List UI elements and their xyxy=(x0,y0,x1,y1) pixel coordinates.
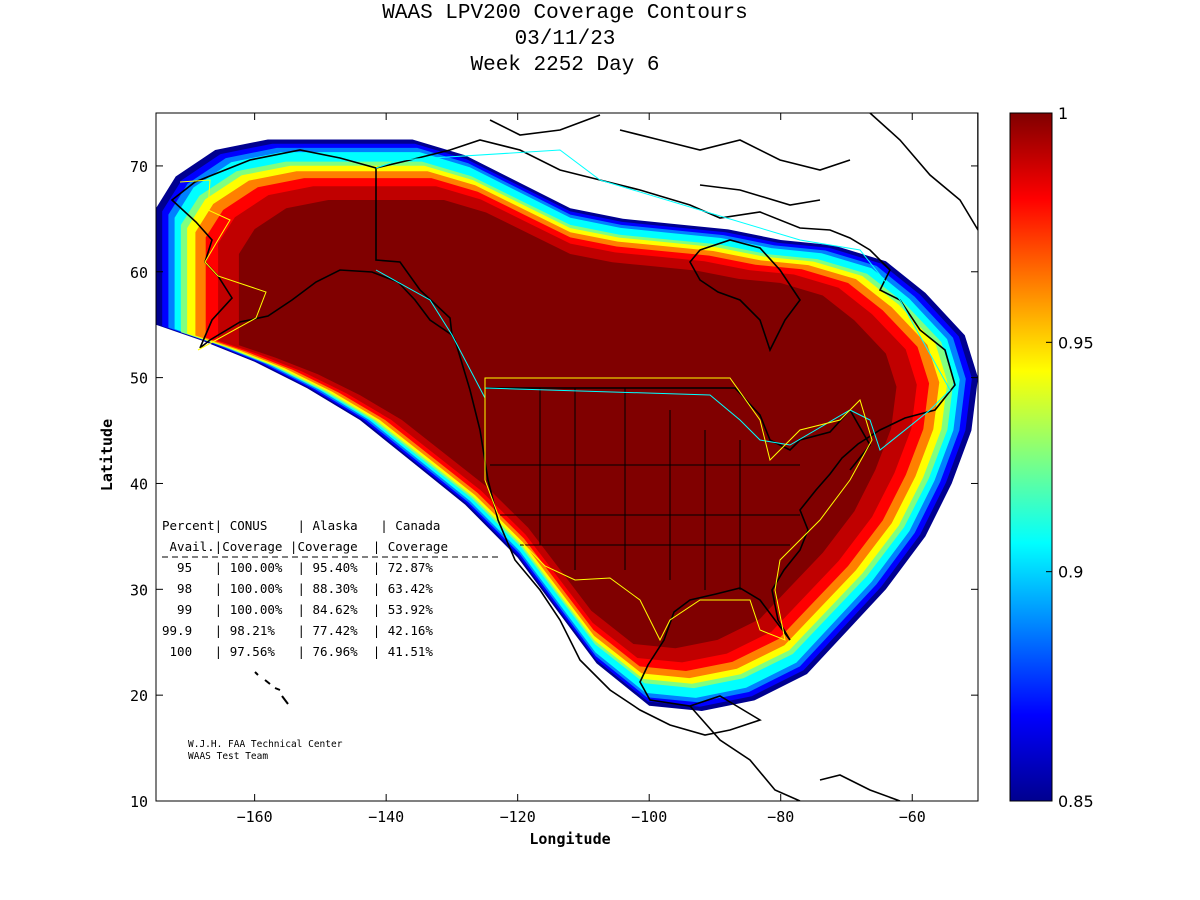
north-america-coastline xyxy=(375,139,956,736)
coverage-band xyxy=(238,200,897,649)
x-tick-label: −160 xyxy=(237,808,273,826)
greenland-coast xyxy=(869,113,978,232)
y-tick-label: 20 xyxy=(130,687,148,705)
state-lines xyxy=(490,388,800,590)
hudson-bay xyxy=(689,239,801,353)
central-america xyxy=(689,705,901,801)
coverage-table-row: 95 | 100.00% | 95.40% | 72.87% xyxy=(162,560,433,575)
conus-border xyxy=(485,387,871,471)
coverage-table-header-2: Avail.|Coverage |Coverage | Coverage xyxy=(162,539,448,554)
colorbar-tick-label: 0.95 xyxy=(1058,333,1094,352)
colorbar-tick-label: 0.85 xyxy=(1058,792,1094,811)
coverage-table-header-1: Percent| CONUS | Alaska | Canada xyxy=(162,518,440,533)
x-tick-label: −60 xyxy=(899,808,926,826)
alaska-region-boundary xyxy=(179,179,267,351)
credit-line-1: W.J.H. FAA Technical Center xyxy=(188,739,343,750)
plot-frame xyxy=(155,112,979,802)
colorbar-tick-label: 0.9 xyxy=(1058,563,1083,582)
y-axis: 10 20 30 40 50 60 70 xyxy=(130,158,978,811)
colorbar xyxy=(1009,112,1053,802)
credit-line-2: WAAS Test Team xyxy=(188,751,268,762)
colorbar-ticks: 1 0.95 0.9 0.85 xyxy=(1046,104,1094,811)
alaska-coastline xyxy=(170,149,453,349)
chart-date: 03/11/23 xyxy=(514,28,616,51)
arctic-islands xyxy=(489,114,851,206)
y-tick-label: 70 xyxy=(130,158,148,176)
x-tick-label: −120 xyxy=(500,808,536,826)
coverage-table-row: 100 | 97.56% | 76.96% | 41.51% xyxy=(162,644,433,659)
coverage-contours xyxy=(156,139,978,711)
coverage-table-row: 99 | 100.00% | 84.62% | 53.92% xyxy=(162,602,433,617)
conus-region-boundary xyxy=(484,377,873,642)
y-tick-label: 10 xyxy=(130,793,148,811)
x-axis-label: Longitude xyxy=(529,830,610,848)
region-boundaries xyxy=(179,149,951,642)
x-tick-label: −80 xyxy=(767,808,794,826)
y-tick-label: 30 xyxy=(130,581,148,599)
chart-week-day: Week 2252 Day 6 xyxy=(470,54,660,77)
y-axis-label: Latitude xyxy=(98,419,116,491)
y-tick-label: 40 xyxy=(130,475,148,493)
map-outlines xyxy=(170,113,978,801)
x-axis: −160 −140 −120 −100 −80 −60 xyxy=(237,113,926,826)
y-tick-label: 60 xyxy=(130,264,148,282)
chart-title: WAAS LPV200 Coverage Contours xyxy=(382,2,748,25)
coverage-table-row: 99.9 | 98.21% | 77.42% | 42.16% xyxy=(162,623,433,638)
y-tick-label: 50 xyxy=(130,370,148,388)
colorbar-tick-label: 1 xyxy=(1058,104,1068,123)
x-tick-label: −100 xyxy=(631,808,667,826)
x-tick-label: −140 xyxy=(368,808,404,826)
hawaii xyxy=(254,671,289,705)
coverage-table-row: 98 | 100.00% | 88.30% | 63.42% xyxy=(162,581,433,596)
coverage-table: Percent| CONUS | Alaska | Canada Avail.|… xyxy=(162,518,500,659)
